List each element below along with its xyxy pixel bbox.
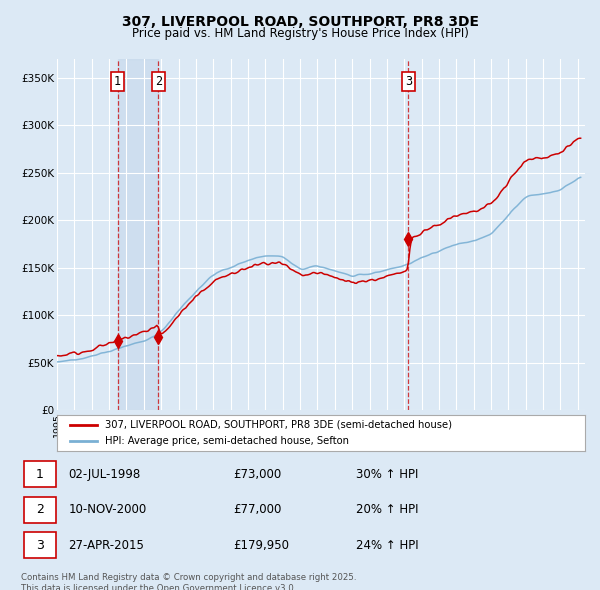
Text: 307, LIVERPOOL ROAD, SOUTHPORT, PR8 3DE (semi-detached house): 307, LIVERPOOL ROAD, SOUTHPORT, PR8 3DE …	[104, 419, 452, 430]
FancyBboxPatch shape	[24, 532, 56, 558]
Text: 307, LIVERPOOL ROAD, SOUTHPORT, PR8 3DE: 307, LIVERPOOL ROAD, SOUTHPORT, PR8 3DE	[121, 15, 479, 30]
Text: £179,950: £179,950	[233, 539, 289, 552]
Text: 1: 1	[36, 468, 44, 481]
Text: 3: 3	[36, 539, 44, 552]
FancyBboxPatch shape	[24, 461, 56, 487]
Text: 10-NOV-2000: 10-NOV-2000	[68, 503, 146, 516]
Text: HPI: Average price, semi-detached house, Sefton: HPI: Average price, semi-detached house,…	[104, 437, 349, 447]
Text: 1: 1	[114, 76, 121, 88]
Text: £73,000: £73,000	[233, 468, 281, 481]
Bar	[118, 59, 158, 410]
Text: 02-JUL-1998: 02-JUL-1998	[68, 468, 140, 481]
Text: 20% ↑ HPI: 20% ↑ HPI	[356, 503, 418, 516]
Text: 2: 2	[36, 503, 44, 516]
Text: 3: 3	[405, 76, 412, 88]
Text: Contains HM Land Registry data © Crown copyright and database right 2025.
This d: Contains HM Land Registry data © Crown c…	[21, 573, 356, 590]
Text: £77,000: £77,000	[233, 503, 281, 516]
Text: 30% ↑ HPI: 30% ↑ HPI	[356, 468, 418, 481]
Text: 27-APR-2015: 27-APR-2015	[68, 539, 145, 552]
Text: Price paid vs. HM Land Registry's House Price Index (HPI): Price paid vs. HM Land Registry's House …	[131, 27, 469, 40]
Text: 24% ↑ HPI: 24% ↑ HPI	[356, 539, 418, 552]
FancyBboxPatch shape	[24, 497, 56, 523]
Text: 2: 2	[155, 76, 162, 88]
